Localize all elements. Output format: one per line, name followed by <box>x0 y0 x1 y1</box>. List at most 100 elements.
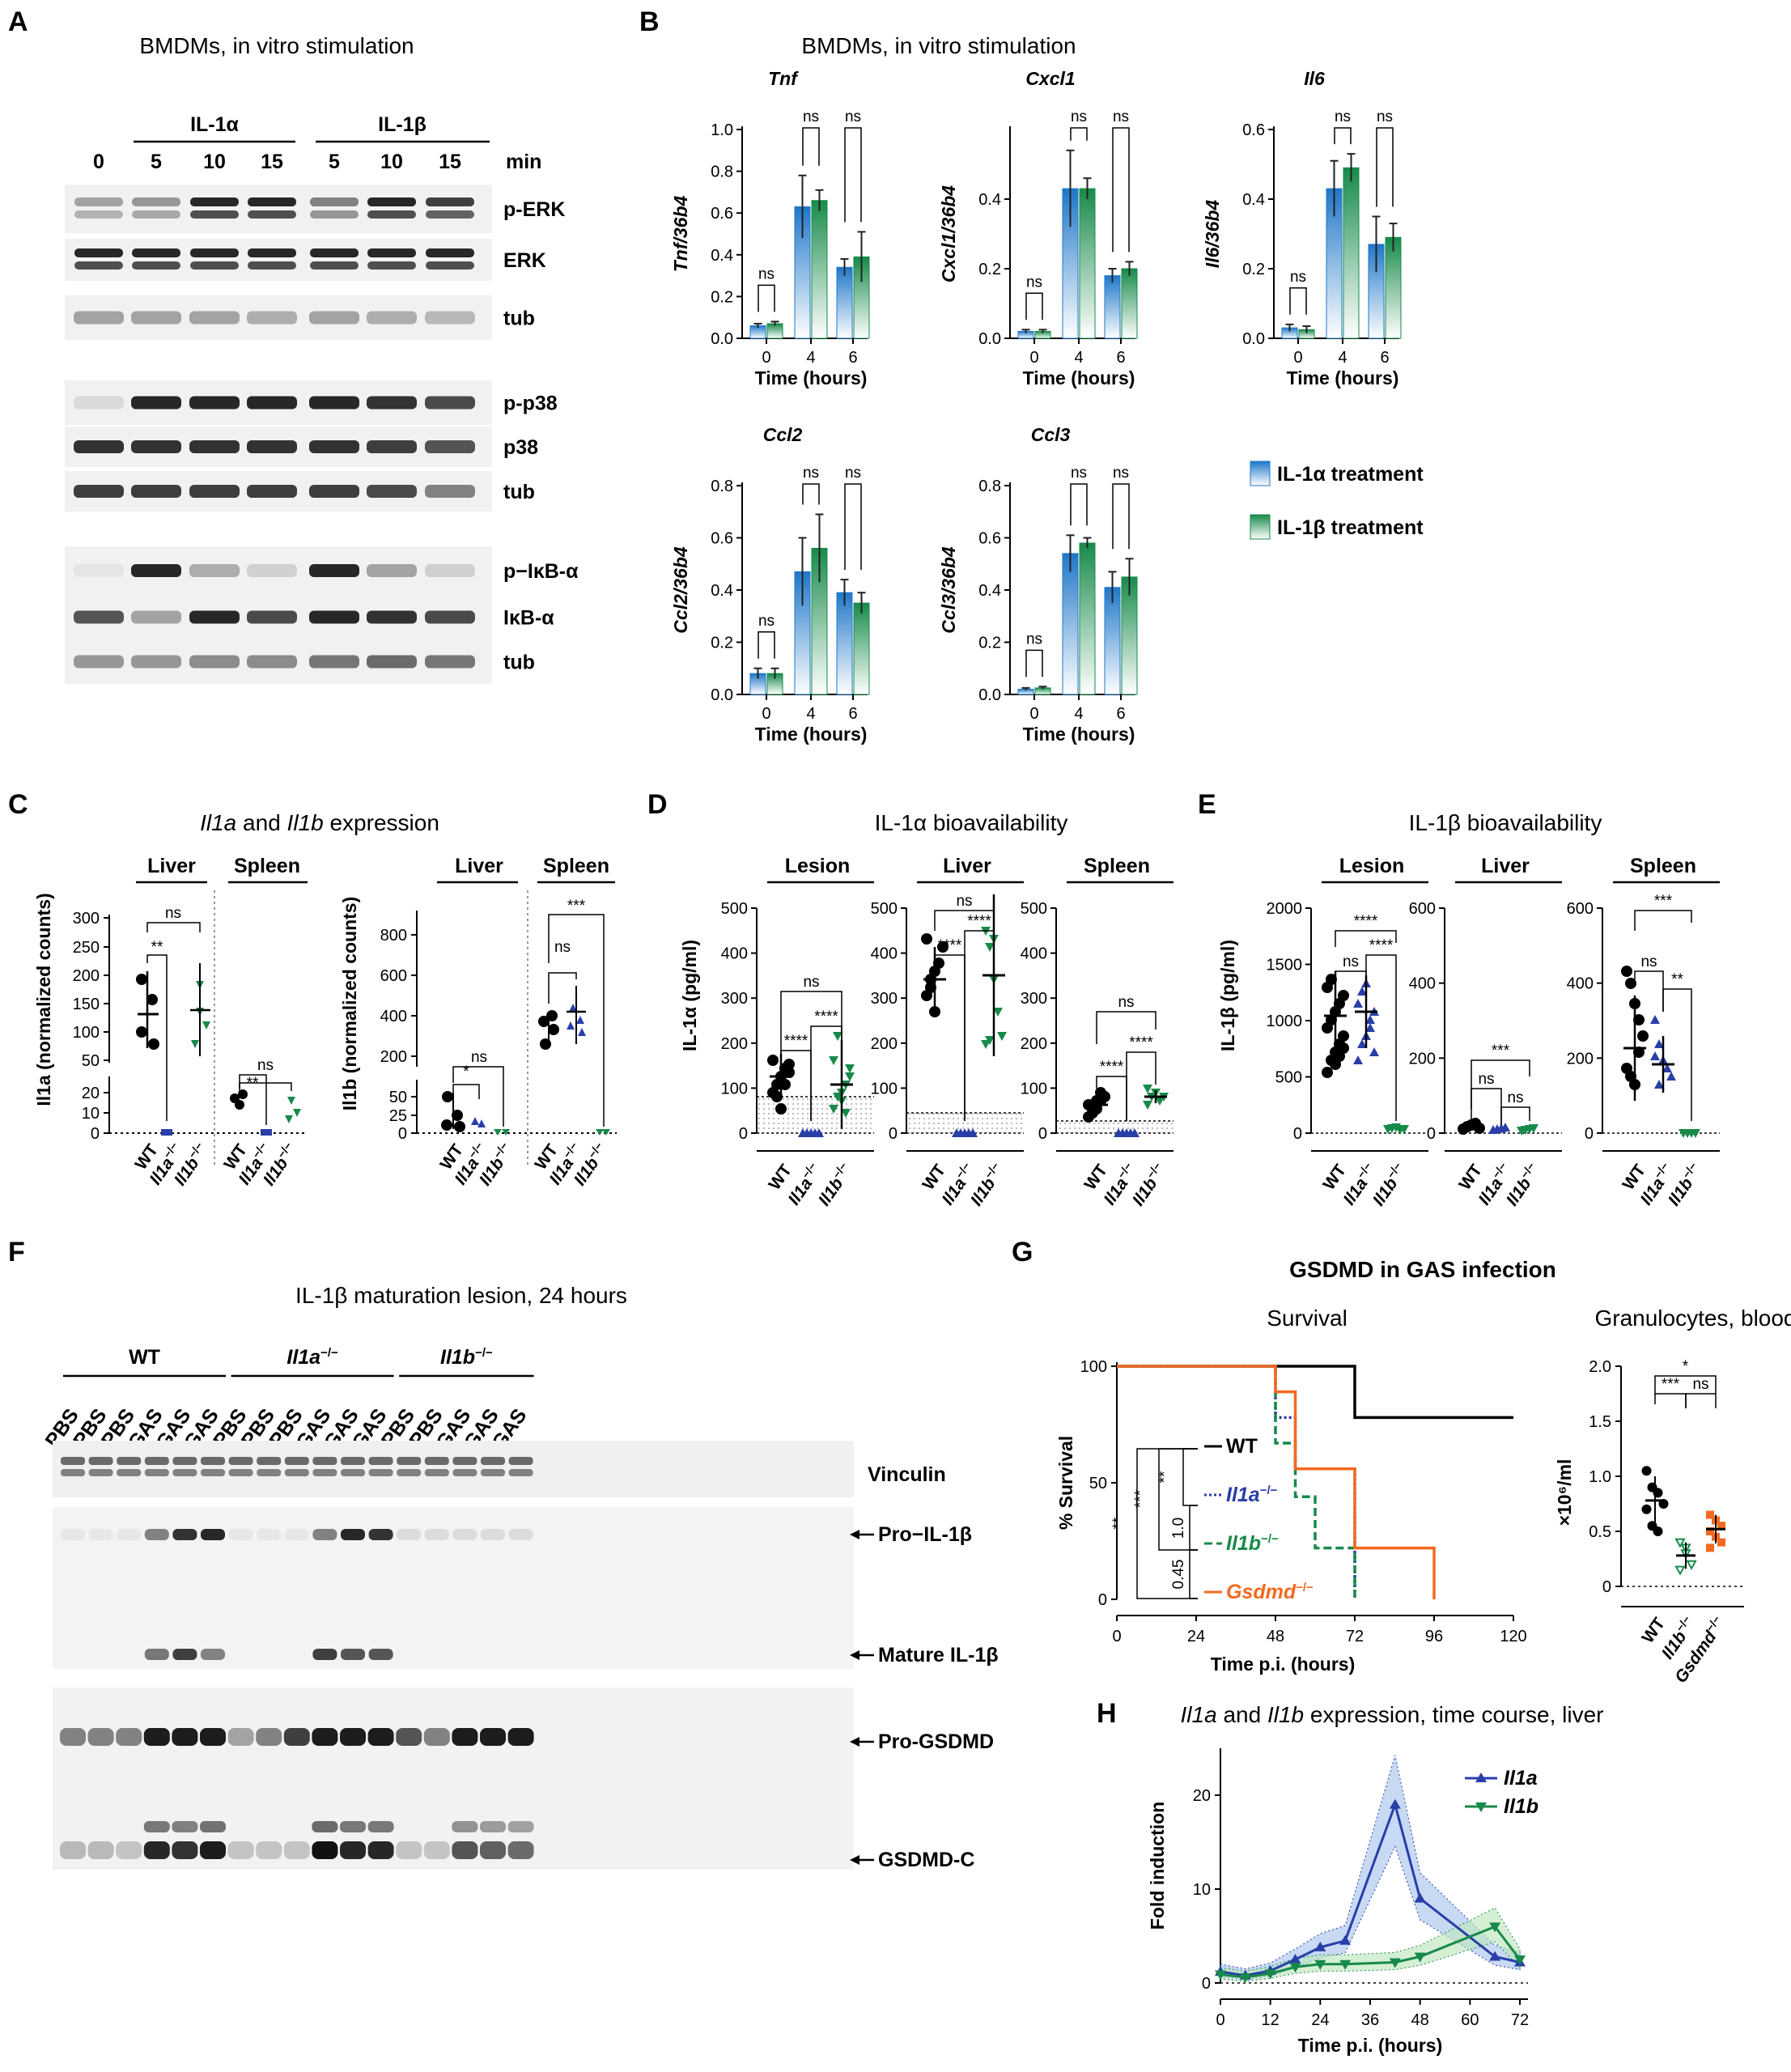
chart-title: Ccl3 <box>1031 424 1071 445</box>
blot-band <box>425 311 475 325</box>
y-tick-label: 0 <box>398 1125 407 1143</box>
sig-e-spleen-1: ** <box>1671 971 1683 988</box>
band-gsdmd-c <box>200 1841 226 1859</box>
x-tick-label: 0 <box>762 705 770 723</box>
c-spleen-label-2: Spleen <box>543 855 609 877</box>
sig-e-lesion-1: **** <box>1369 937 1394 954</box>
c-points-il1b <box>441 986 610 1136</box>
band-mature-il1b <box>481 1649 505 1660</box>
point-il1b <box>1529 1124 1538 1133</box>
x-axis-label: Time p.i. (hours) <box>1211 1654 1355 1675</box>
sig-label: ns <box>1113 465 1129 482</box>
point-il1b <box>1339 1959 1352 1970</box>
band-pro-gsdmd <box>452 1728 478 1746</box>
x-tick-label: 72 <box>1346 1628 1364 1645</box>
band-mature-il1b <box>89 1649 113 1660</box>
y-tick-label: 1.5 <box>1589 1413 1611 1431</box>
blot-il1b-bg <box>53 1507 854 1669</box>
y-tick-label: 50 <box>1089 1475 1107 1492</box>
sig-bracket <box>1376 127 1394 207</box>
panel-b-title: BMDMs, in vitro stimulation <box>801 33 1076 58</box>
point-il1b <box>845 1072 855 1081</box>
x-tick-label: 24 <box>1311 2011 1329 2029</box>
chart-ccl2: Ccl2 0.0 0.2 0.4 0.6 0.8 Ccl2/36b4 0 ns 4 ns 6 ns Tim… <box>670 424 870 745</box>
blot-band <box>310 210 359 219</box>
lane-label-6: 15 <box>439 151 461 173</box>
band-gsdmd-c <box>87 1841 114 1859</box>
y-tick-label: 1.0 <box>1589 1468 1611 1486</box>
pval-bracket <box>1136 1448 1198 1599</box>
x-tick-label: 6 <box>1116 705 1125 723</box>
blot-band <box>309 564 359 577</box>
sig-d-lesion-0: **** <box>784 1033 808 1050</box>
panel-f-title: IL-1β maturation lesion, 24 hours <box>295 1283 627 1308</box>
point-il1b <box>1414 1952 1426 1963</box>
sig-d-liver-1: **** <box>967 913 991 930</box>
band-gsdmd-c <box>507 1841 534 1859</box>
blot-band <box>310 261 359 270</box>
y-tick-label: 300 <box>73 910 100 928</box>
sig-d-liver-0: **** <box>938 937 962 954</box>
y-tick-label: 0 <box>1293 1125 1302 1143</box>
y-tick-label: 10 <box>1193 1881 1211 1899</box>
c-sig-4: ** <box>247 1075 259 1092</box>
band-vinculin <box>341 1469 365 1476</box>
y-tick-label: 400 <box>1567 975 1594 993</box>
chart-tnf: Tnf 0.0 0.2 0.4 0.6 0.8 1.0 Tnf/36b4 0 ns 4 ns 6 ns Ti… <box>670 68 870 388</box>
band-pro-il1b <box>397 1529 422 1540</box>
d-liver: Liver5004003002001000********nsWTIl1a−/−… <box>871 855 1024 1209</box>
point-wt <box>1322 1067 1333 1078</box>
c-significance-right: ns * ns *** <box>452 898 605 1127</box>
point-il1b <box>1289 1963 1301 1973</box>
sig-label: ns <box>1335 108 1351 125</box>
point-il1a <box>1654 1039 1664 1048</box>
band-vinculin <box>144 1469 169 1476</box>
panel-d: D IL-1α bioavailability IL-1α (pg/ml) Le… <box>647 789 1173 1209</box>
group-name: Il1a <box>286 1346 320 1369</box>
y-tick-label: 300 <box>721 990 748 1008</box>
point-il1a <box>1666 1072 1676 1081</box>
band-gsdmd-c-upper <box>312 1821 338 1832</box>
y-tick-label: 200 <box>380 1048 407 1066</box>
sig-bracket <box>844 483 862 571</box>
sig-d-lesion-1: **** <box>814 1008 838 1025</box>
lane-label-1: 5 <box>151 151 162 173</box>
y-tick-label: 500 <box>1275 1069 1302 1087</box>
panel-b: B BMDMs, in vitro stimulation Tnf 0.0 0.2 0… <box>639 6 1424 745</box>
lane-label-2: 10 <box>203 151 226 173</box>
pval-3: ** <box>1110 1517 1127 1529</box>
band-mature-il1b <box>257 1649 281 1660</box>
band-vinculin <box>228 1457 253 1465</box>
blot-band <box>190 261 239 270</box>
point-il1a <box>1357 1039 1367 1048</box>
blot-band <box>131 440 181 453</box>
gran-sig-2-bracket <box>1685 1393 1717 1408</box>
point-wt <box>771 1091 783 1102</box>
blot-label-8: tub <box>503 652 535 674</box>
blot-band <box>309 440 359 453</box>
blot-band <box>248 248 296 257</box>
point-wt <box>779 1079 791 1090</box>
point-wt <box>937 941 949 953</box>
y-tick-label: 0.8 <box>711 478 733 495</box>
bar-il1b <box>1343 167 1360 339</box>
legend-il1b: Il1b <box>1504 1795 1538 1818</box>
point-il1a <box>1339 1934 1352 1945</box>
blot-band <box>367 655 417 669</box>
blot-row-4: p38 <box>65 427 538 467</box>
sig-e-liver-1-bracket <box>1500 1106 1530 1125</box>
blot-band <box>74 610 124 624</box>
y-tick-label: 0 <box>1427 1125 1436 1143</box>
blot-band <box>74 311 124 325</box>
blot-label-2: tub <box>503 308 535 330</box>
blot-band <box>74 655 124 669</box>
band-vinculin <box>201 1469 225 1476</box>
blot-band <box>309 610 359 624</box>
blot-band <box>247 655 297 669</box>
blot-band <box>425 440 475 453</box>
y-tick-label: 0.2 <box>711 288 733 306</box>
sig-label: ns <box>803 108 819 125</box>
chart-ccl3: Ccl3 0.0 0.2 0.4 0.6 0.8 Ccl3/36b4 0 ns 4 ns 6 ns Tim… <box>938 424 1138 745</box>
sig-d-lesion-2-bracket <box>780 991 842 1067</box>
panel-a-title: BMDMs, in vitro stimulation <box>139 33 414 58</box>
